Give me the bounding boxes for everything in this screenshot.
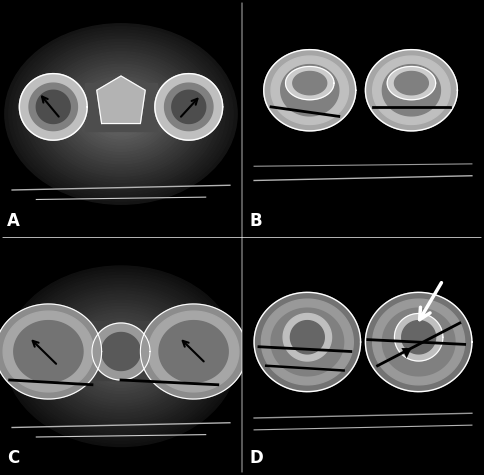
Polygon shape xyxy=(382,65,440,116)
Ellipse shape xyxy=(89,332,153,381)
Polygon shape xyxy=(373,56,450,124)
Polygon shape xyxy=(19,74,87,140)
Ellipse shape xyxy=(45,55,197,173)
Ellipse shape xyxy=(109,104,133,124)
Ellipse shape xyxy=(25,282,217,431)
Ellipse shape xyxy=(77,80,165,148)
Polygon shape xyxy=(36,90,70,124)
Ellipse shape xyxy=(65,313,177,400)
Polygon shape xyxy=(97,76,145,124)
Ellipse shape xyxy=(113,350,129,362)
Ellipse shape xyxy=(69,74,173,154)
Polygon shape xyxy=(3,311,94,392)
Polygon shape xyxy=(261,299,353,385)
Ellipse shape xyxy=(33,288,209,425)
Polygon shape xyxy=(283,314,332,361)
Text: B: B xyxy=(249,212,262,229)
Text: D: D xyxy=(249,449,263,467)
Ellipse shape xyxy=(37,291,205,422)
Ellipse shape xyxy=(101,98,141,130)
Ellipse shape xyxy=(117,353,125,360)
Ellipse shape xyxy=(105,102,137,126)
Polygon shape xyxy=(402,321,436,354)
Polygon shape xyxy=(271,308,344,376)
Polygon shape xyxy=(92,323,150,380)
Ellipse shape xyxy=(5,266,237,446)
Polygon shape xyxy=(159,321,228,382)
Ellipse shape xyxy=(89,89,153,139)
Ellipse shape xyxy=(113,108,129,120)
Ellipse shape xyxy=(21,36,221,192)
Ellipse shape xyxy=(101,341,141,372)
Polygon shape xyxy=(149,311,239,392)
Ellipse shape xyxy=(21,278,221,434)
Polygon shape xyxy=(373,299,465,385)
Ellipse shape xyxy=(13,272,229,440)
Ellipse shape xyxy=(17,33,225,195)
Ellipse shape xyxy=(117,111,125,117)
Ellipse shape xyxy=(69,316,173,397)
Polygon shape xyxy=(281,65,339,116)
Polygon shape xyxy=(387,66,436,100)
Ellipse shape xyxy=(65,70,177,158)
Ellipse shape xyxy=(53,61,189,167)
Ellipse shape xyxy=(105,344,137,369)
Ellipse shape xyxy=(17,276,225,437)
Ellipse shape xyxy=(37,48,205,180)
Polygon shape xyxy=(85,321,157,380)
Ellipse shape xyxy=(49,58,193,170)
Ellipse shape xyxy=(41,294,201,418)
Ellipse shape xyxy=(57,64,185,164)
Polygon shape xyxy=(394,314,443,361)
Ellipse shape xyxy=(45,297,197,415)
Text: A: A xyxy=(7,212,20,229)
Ellipse shape xyxy=(49,300,193,412)
Polygon shape xyxy=(165,83,213,131)
Polygon shape xyxy=(102,332,140,371)
Ellipse shape xyxy=(29,285,213,428)
Text: C: C xyxy=(7,449,19,467)
Ellipse shape xyxy=(9,269,233,443)
Polygon shape xyxy=(172,90,206,124)
Ellipse shape xyxy=(85,86,157,142)
Polygon shape xyxy=(271,56,348,124)
Ellipse shape xyxy=(61,310,181,403)
Ellipse shape xyxy=(13,30,229,198)
Polygon shape xyxy=(264,50,356,131)
Ellipse shape xyxy=(97,95,145,133)
Ellipse shape xyxy=(93,334,149,378)
Ellipse shape xyxy=(81,325,161,388)
Polygon shape xyxy=(293,72,327,95)
Polygon shape xyxy=(0,304,102,399)
Polygon shape xyxy=(140,304,247,399)
Ellipse shape xyxy=(73,76,169,152)
Ellipse shape xyxy=(33,46,209,182)
Polygon shape xyxy=(290,321,324,354)
Polygon shape xyxy=(365,293,472,391)
Ellipse shape xyxy=(93,92,149,136)
Polygon shape xyxy=(365,50,457,131)
Polygon shape xyxy=(14,321,83,382)
Ellipse shape xyxy=(53,304,189,409)
Ellipse shape xyxy=(25,39,217,189)
Polygon shape xyxy=(85,83,157,131)
Ellipse shape xyxy=(57,306,185,406)
Polygon shape xyxy=(254,293,361,391)
Polygon shape xyxy=(382,308,455,376)
Ellipse shape xyxy=(9,27,233,201)
Polygon shape xyxy=(286,66,334,100)
Ellipse shape xyxy=(77,322,165,390)
Ellipse shape xyxy=(81,83,161,145)
Ellipse shape xyxy=(29,42,213,186)
Ellipse shape xyxy=(97,338,145,375)
Ellipse shape xyxy=(109,347,133,366)
Polygon shape xyxy=(155,74,223,140)
Ellipse shape xyxy=(41,52,201,176)
Ellipse shape xyxy=(73,319,169,394)
Polygon shape xyxy=(394,72,428,95)
Ellipse shape xyxy=(5,24,237,204)
Ellipse shape xyxy=(85,328,157,384)
Polygon shape xyxy=(29,83,77,131)
Ellipse shape xyxy=(61,67,181,161)
